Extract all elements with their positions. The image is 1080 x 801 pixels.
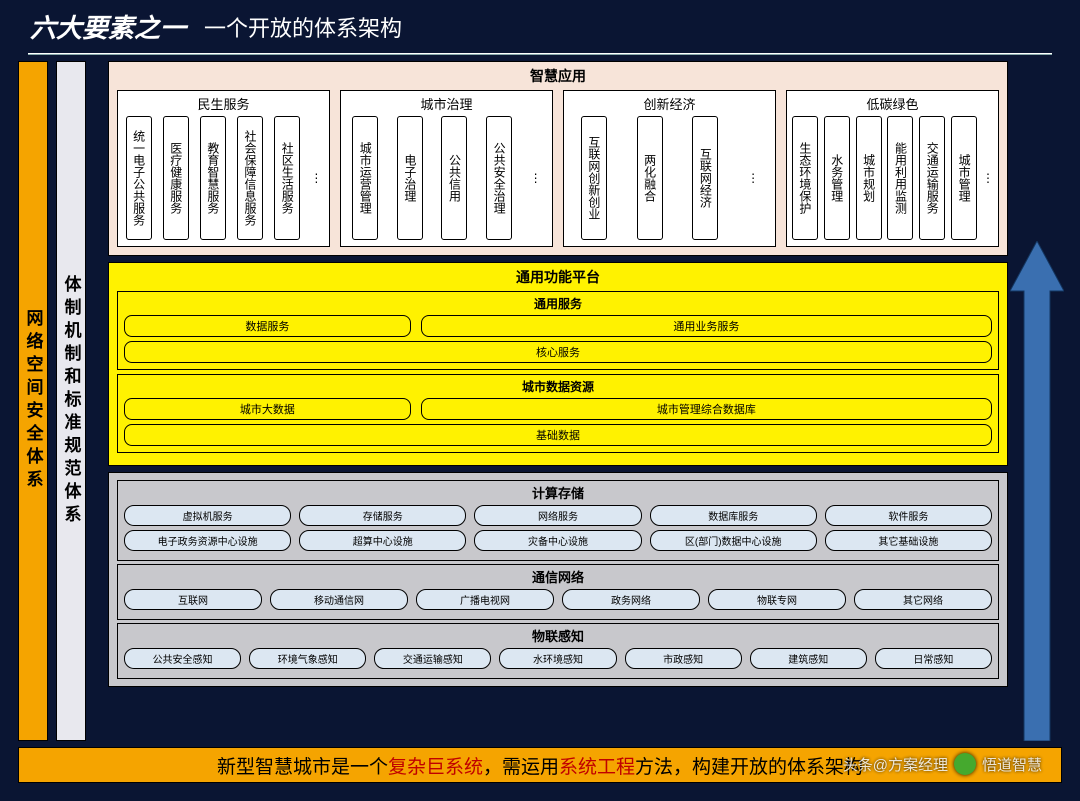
cell: 其它网络 [854,589,992,610]
app-item: 互联网经济 [692,116,718,240]
app-group-title: 创新经济 [568,93,771,116]
cell: 建筑感知 [750,648,867,669]
app-item: 生态环境保护 [792,116,818,240]
app-item: 城市规划 [856,116,882,240]
infra-compute-title: 计算存储 [124,483,992,502]
app-group: 民生服务统一电子公共服务医疗健康服务教育智慧服务社会保障信息服务社区生活服务 ⋮ [117,90,330,247]
cell: 城市大数据 [124,398,411,420]
pillar-security: 网络空间安全体系 [18,61,48,741]
infra-network-title: 通信网络 [124,567,992,586]
app-item: 能用利用监测 [887,116,913,240]
bottom-text-3: 方法，构建开放的体系架构 [635,752,863,779]
cell: 区(部门)数据中心设施 [650,530,817,551]
pillar-security-label: 网络空间安全体系 [21,309,46,493]
cell: 移动通信网 [270,589,408,610]
cell: 水环境感知 [499,648,616,669]
app-item: 教育智慧服务 [200,116,226,240]
cell: 日常感知 [875,648,992,669]
watermark-icon [954,753,976,775]
infra-network: 通信网络 互联网移动通信网广播电视网政务网络物联专网其它网络 [117,564,999,620]
header-title-2: 一个开放的体系架构 [204,11,402,45]
app-item: 电子治理 [397,116,423,240]
app-item-more: ⋮ [531,116,541,240]
cell: 软件服务 [825,505,992,526]
platform-sub-data: 城市数据资源 城市大数据城市管理综合数据库 基础数据 [117,374,999,453]
app-item-more: ⋮ [983,116,993,240]
bottom-red-1: 复杂巨系统 [388,752,483,779]
watermark-right: 悟道智慧 [982,754,1042,775]
header-rule [28,53,1052,55]
cell: 城市管理综合数据库 [421,398,992,420]
cell: 市政感知 [625,648,742,669]
app-group: 低碳绿色生态环境保护水务管理城市规划能用利用监测交通运输服务城市管理⋮ [786,90,999,247]
app-item: 医疗健康服务 [163,116,189,240]
app-group-title: 低碳绿色 [791,93,994,116]
app-item: 两化融合 [637,116,663,240]
app-item: 互联网创新创业 [581,116,607,240]
app-group-title: 民生服务 [122,93,325,116]
cell: 交通运输感知 [374,648,491,669]
layer-infrastructure: 计算存储 虚拟机服务存储服务网络服务数据库服务软件服务 电子政务资源中心设施超算… [108,472,1008,687]
app-item: 城市管理 [951,116,977,240]
app-group: 创新经济互联网创新创业 两化融合 互联网经济 ⋮ [563,90,776,247]
bottom-text-2: ，需运用 [483,752,559,779]
cell: 虚拟机服务 [124,505,291,526]
infra-compute: 计算存储 虚拟机服务存储服务网络服务数据库服务软件服务 电子政务资源中心设施超算… [117,480,999,561]
header-title-1: 六大要素之一 [30,8,186,45]
cell: 数据服务 [124,315,411,337]
flow-arrow-icon [1010,241,1064,741]
app-item-more: ⋮ [311,116,321,240]
cell: 超算中心设施 [299,530,466,551]
cell: 存储服务 [299,505,466,526]
layer-applications: 智慧应用 民生服务统一电子公共服务医疗健康服务教育智慧服务社会保障信息服务社区生… [108,61,1008,256]
app-item: 统一电子公共服务 [126,116,152,240]
layer-platform-title: 通用功能平台 [117,267,999,287]
platform-sub-data-title: 城市数据资源 [124,378,992,395]
cell: 环境气象感知 [249,648,366,669]
infra-sensing: 物联感知 公共安全感知环境气象感知交通运输感知水环境感知市政感知建筑感知日常感知 [117,623,999,679]
bottom-red-2: 系统工程 [559,752,635,779]
app-item: 交通运输服务 [919,116,945,240]
watermark-left: 头条@方案经理 [843,754,948,775]
cell: 网络服务 [474,505,641,526]
watermark: 头条@方案经理 悟道智慧 [843,753,1042,775]
bottom-text-1: 新型智慧城市是一个 [217,752,388,779]
cell: 公共安全感知 [124,648,241,669]
app-group-title: 城市治理 [345,93,548,116]
platform-sub-services-title: 通用服务 [124,295,992,312]
app-item: 公共信用 [441,116,467,240]
cell: 核心服务 [124,341,992,363]
cell: 政务网络 [562,589,700,610]
cell: 其它基础设施 [825,530,992,551]
cell: 基础数据 [124,424,992,446]
cell: 广播电视网 [416,589,554,610]
app-item: 社区生活服务 [274,116,300,240]
app-item: 水务管理 [824,116,850,240]
layer-applications-title: 智慧应用 [117,66,999,86]
cell: 电子政务资源中心设施 [124,530,291,551]
pillar-standards: 体制机制和标准规范体系 [56,61,86,741]
cell: 灾备中心设施 [474,530,641,551]
infra-sensing-title: 物联感知 [124,626,992,645]
pillar-standards-label: 体制机制和标准规范体系 [59,275,84,528]
cell: 互联网 [124,589,262,610]
platform-sub-services: 通用服务 数据服务通用业务服务 核心服务 [117,291,999,370]
app-group: 城市治理城市运营管理电子治理公共信用公共安全治理 ⋮ [340,90,553,247]
app-item: 公共安全治理 [486,116,512,240]
app-item: 社会保障信息服务 [237,116,263,240]
app-item-more: ⋮ [748,116,758,240]
cell: 通用业务服务 [421,315,992,337]
cell: 物联专网 [708,589,846,610]
cell: 数据库服务 [650,505,817,526]
app-item: 城市运营管理 [352,116,378,240]
layer-platform: 通用功能平台 通用服务 数据服务通用业务服务 核心服务 城市数据资源 城市大数据… [108,262,1008,466]
